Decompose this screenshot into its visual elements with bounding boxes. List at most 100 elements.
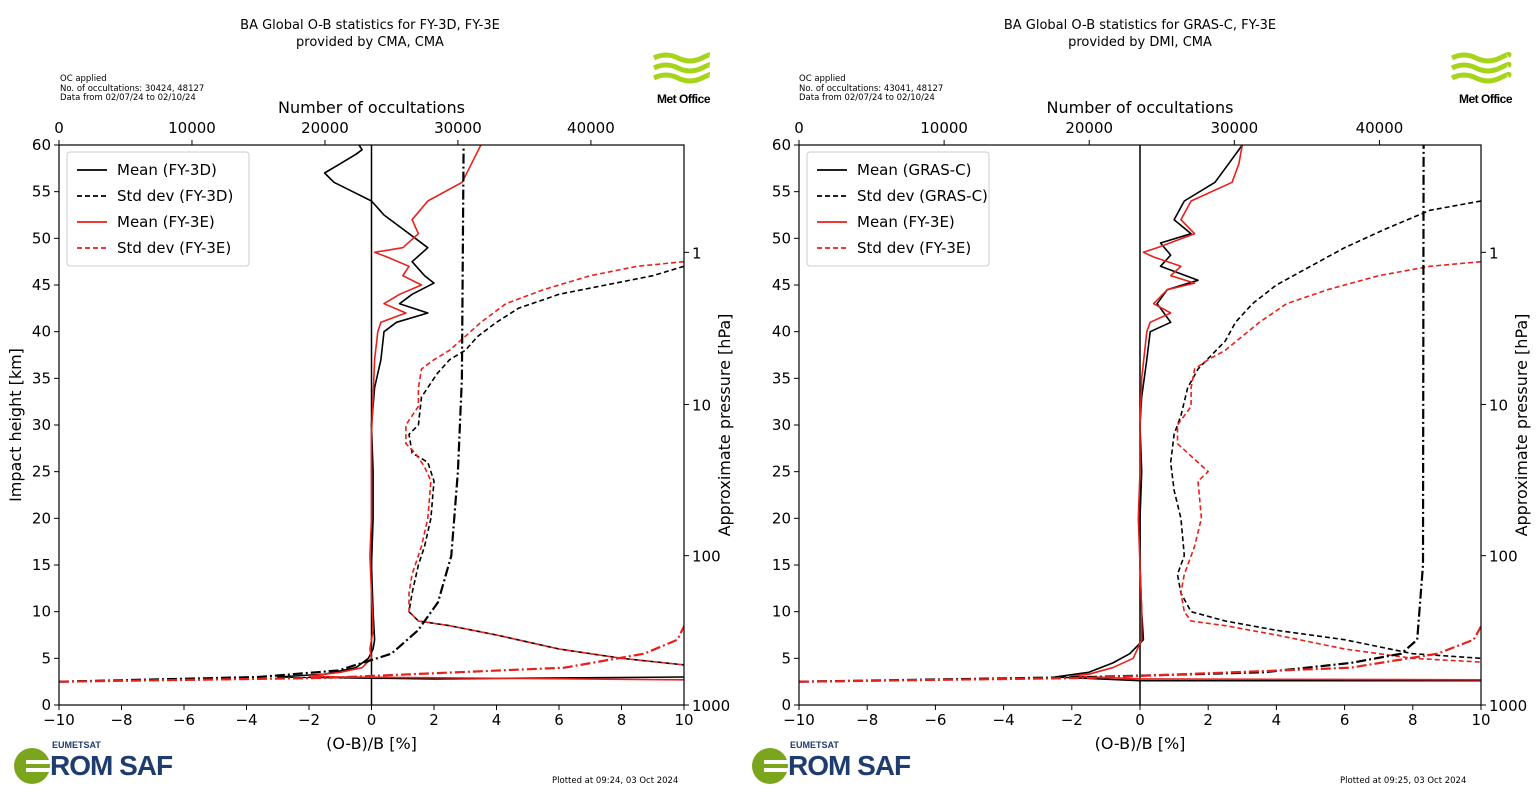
legend-label: Std dev (FY-3E) bbox=[857, 239, 971, 257]
y-tick-label: 25 bbox=[32, 463, 51, 481]
top-tick-label: 40000 bbox=[1356, 119, 1404, 137]
y-tick-label: 15 bbox=[772, 556, 791, 574]
chart-title: BA Global O-B statistics for GRAS-C, FY-… bbox=[940, 17, 1340, 51]
y-tick-label: 20 bbox=[32, 509, 51, 527]
series-line bbox=[1169, 200, 1481, 660]
x-tick-label: 6 bbox=[1340, 711, 1350, 729]
y-tick-label: 60 bbox=[772, 136, 791, 154]
y-tick-label: 35 bbox=[772, 369, 791, 387]
y-tick-label: 45 bbox=[772, 276, 791, 294]
y-tick-label: 5 bbox=[781, 649, 791, 667]
x-tick-label: −6 bbox=[924, 711, 946, 729]
plotted-timestamp: Plotted at 09:24, 03 Oct 2024 bbox=[552, 776, 679, 786]
right-tick-label: 1 bbox=[692, 244, 702, 262]
y-tick-label: 55 bbox=[32, 183, 51, 201]
top-tick-label: 10000 bbox=[920, 119, 968, 137]
rom-saf-logo: EUMETSAT ROM SAF bbox=[12, 740, 192, 790]
series-line bbox=[405, 260, 684, 666]
y-tick-label: 10 bbox=[32, 603, 51, 621]
x-tick-label: −4 bbox=[235, 711, 257, 729]
y-tick-label: 0 bbox=[781, 696, 791, 714]
right-tick-label: 10 bbox=[1489, 396, 1508, 414]
series-line bbox=[408, 265, 684, 666]
y-tick-label: 60 bbox=[32, 136, 51, 154]
right-axis-label: Approximate pressure [hPa] bbox=[1512, 314, 1531, 537]
title-line-1: BA Global O-B statistics for FY-3D, FY-3… bbox=[240, 18, 500, 33]
info-line: No. of occultations: 43041, 48127 bbox=[799, 83, 944, 94]
y-tick-label: 5 bbox=[41, 649, 51, 667]
y-tick-label: 35 bbox=[32, 369, 51, 387]
info-line: OC applied bbox=[60, 74, 107, 84]
chart-title: BA Global O-B statistics for FY-3D, FY-3… bbox=[170, 17, 570, 51]
right-tick-label: 100 bbox=[692, 548, 721, 566]
right-tick-label: 1000 bbox=[692, 697, 730, 715]
info-line: Data from 02/07/24 to 02/10/24 bbox=[799, 93, 935, 103]
top-axis-label: Number of occultations bbox=[1047, 98, 1234, 117]
top-tick-label: 20000 bbox=[301, 119, 349, 137]
legend-label: Mean (FY-3E) bbox=[117, 213, 215, 231]
right-tick-label: 1 bbox=[1489, 244, 1499, 262]
title-line-2: provided by CMA, CMA bbox=[296, 35, 444, 50]
info-block: OC applied No. of occultations: 43041, 4… bbox=[799, 74, 944, 104]
occultation-count-line bbox=[59, 145, 465, 683]
y-tick-label: 50 bbox=[32, 229, 51, 247]
series-line bbox=[277, 145, 684, 680]
series-line bbox=[1054, 145, 1481, 682]
x-tick-label: −4 bbox=[993, 711, 1015, 729]
top-axis-label: Number of occultations bbox=[278, 98, 465, 117]
top-tick-label: 0 bbox=[54, 119, 64, 137]
plotted-timestamp: Plotted at 09:25, 03 Oct 2024 bbox=[1340, 776, 1467, 786]
y-tick-label: 30 bbox=[772, 416, 791, 434]
x-tick-label: −2 bbox=[298, 711, 320, 729]
x-axis-label: (O-B)/B [%] bbox=[1095, 734, 1186, 753]
y-tick-label: 45 bbox=[32, 276, 51, 294]
chart-svg: −10 −8 −6 −4 −2 0 2 4 6 8 100510152025303540455055… bbox=[6, 98, 734, 753]
rom-saf-logo: EUMETSAT ROM SAF bbox=[750, 740, 930, 790]
eumetsat-label: EUMETSAT bbox=[52, 740, 101, 750]
rom-saf-globe-icon bbox=[752, 748, 790, 784]
series-line bbox=[308, 145, 684, 681]
x-tick-label: 0 bbox=[367, 711, 377, 729]
legend: Mean (GRAS-C) Std dev (GRAS-C) Mean (FY-3E… bbox=[806, 151, 990, 267]
y-tick-label: 0 bbox=[41, 696, 51, 714]
occultation-count-line bbox=[59, 623, 684, 683]
series-line bbox=[1176, 260, 1481, 663]
right-axis-label: Approximate pressure [hPa] bbox=[715, 314, 734, 537]
x-tick-label: 8 bbox=[1408, 711, 1418, 729]
right-tick-label: 100 bbox=[1489, 548, 1518, 566]
top-tick-label: 40000 bbox=[567, 119, 615, 137]
x-tick-label: 4 bbox=[492, 711, 502, 729]
chart-panel-left: BA Global O-B statistics for FY-3D, FY-3… bbox=[6, 17, 734, 790]
rom-saf-label: ROM SAF bbox=[788, 750, 911, 781]
x-tick-label: −8 bbox=[856, 711, 878, 729]
x-tick-label: −8 bbox=[110, 711, 132, 729]
top-tick-label: 20000 bbox=[1065, 119, 1113, 137]
eumetsat-label: EUMETSAT bbox=[790, 740, 839, 750]
y-tick-label: 55 bbox=[772, 183, 791, 201]
y-tick-label: 10 bbox=[772, 603, 791, 621]
legend-label: Mean (GRAS-C) bbox=[857, 161, 971, 179]
y-tick-label: 50 bbox=[772, 229, 791, 247]
y-tick-label: 40 bbox=[772, 323, 791, 341]
x-tick-label: −2 bbox=[1061, 711, 1083, 729]
legend-box bbox=[806, 151, 990, 267]
x-tick-label: 4 bbox=[1272, 711, 1282, 729]
top-tick-label: 30000 bbox=[1210, 119, 1258, 137]
x-axis-label: (O-B)/B [%] bbox=[326, 734, 417, 753]
y-tick-label: 40 bbox=[32, 323, 51, 341]
x-tick-label: −6 bbox=[173, 711, 195, 729]
y-axis-label: Impact height [km] bbox=[6, 348, 25, 502]
met-office-waves-icon bbox=[1450, 52, 1512, 84]
info-block: OC applied No. of occultations: 30424, 4… bbox=[60, 74, 205, 104]
x-tick-label: −10 bbox=[43, 711, 75, 729]
chart-svg: −10 −8 −6 −4 −2 0 2 4 6 8 100510152025303540455055… bbox=[772, 98, 1531, 753]
chart-panel-right: BA Global O-B statistics for GRAS-C, FY-… bbox=[752, 0, 1539, 801]
rom-saf-label: ROM SAF bbox=[50, 750, 173, 781]
x-tick-label: 2 bbox=[429, 711, 439, 729]
met-office-waves-icon bbox=[652, 52, 710, 84]
legend-box bbox=[66, 151, 250, 267]
info-line: No. of occultations: 30424, 48127 bbox=[60, 83, 205, 94]
y-tick-label: 15 bbox=[32, 556, 51, 574]
info-line: Data from 02/07/24 to 02/10/24 bbox=[60, 93, 196, 103]
y-tick-label: 25 bbox=[772, 463, 791, 481]
